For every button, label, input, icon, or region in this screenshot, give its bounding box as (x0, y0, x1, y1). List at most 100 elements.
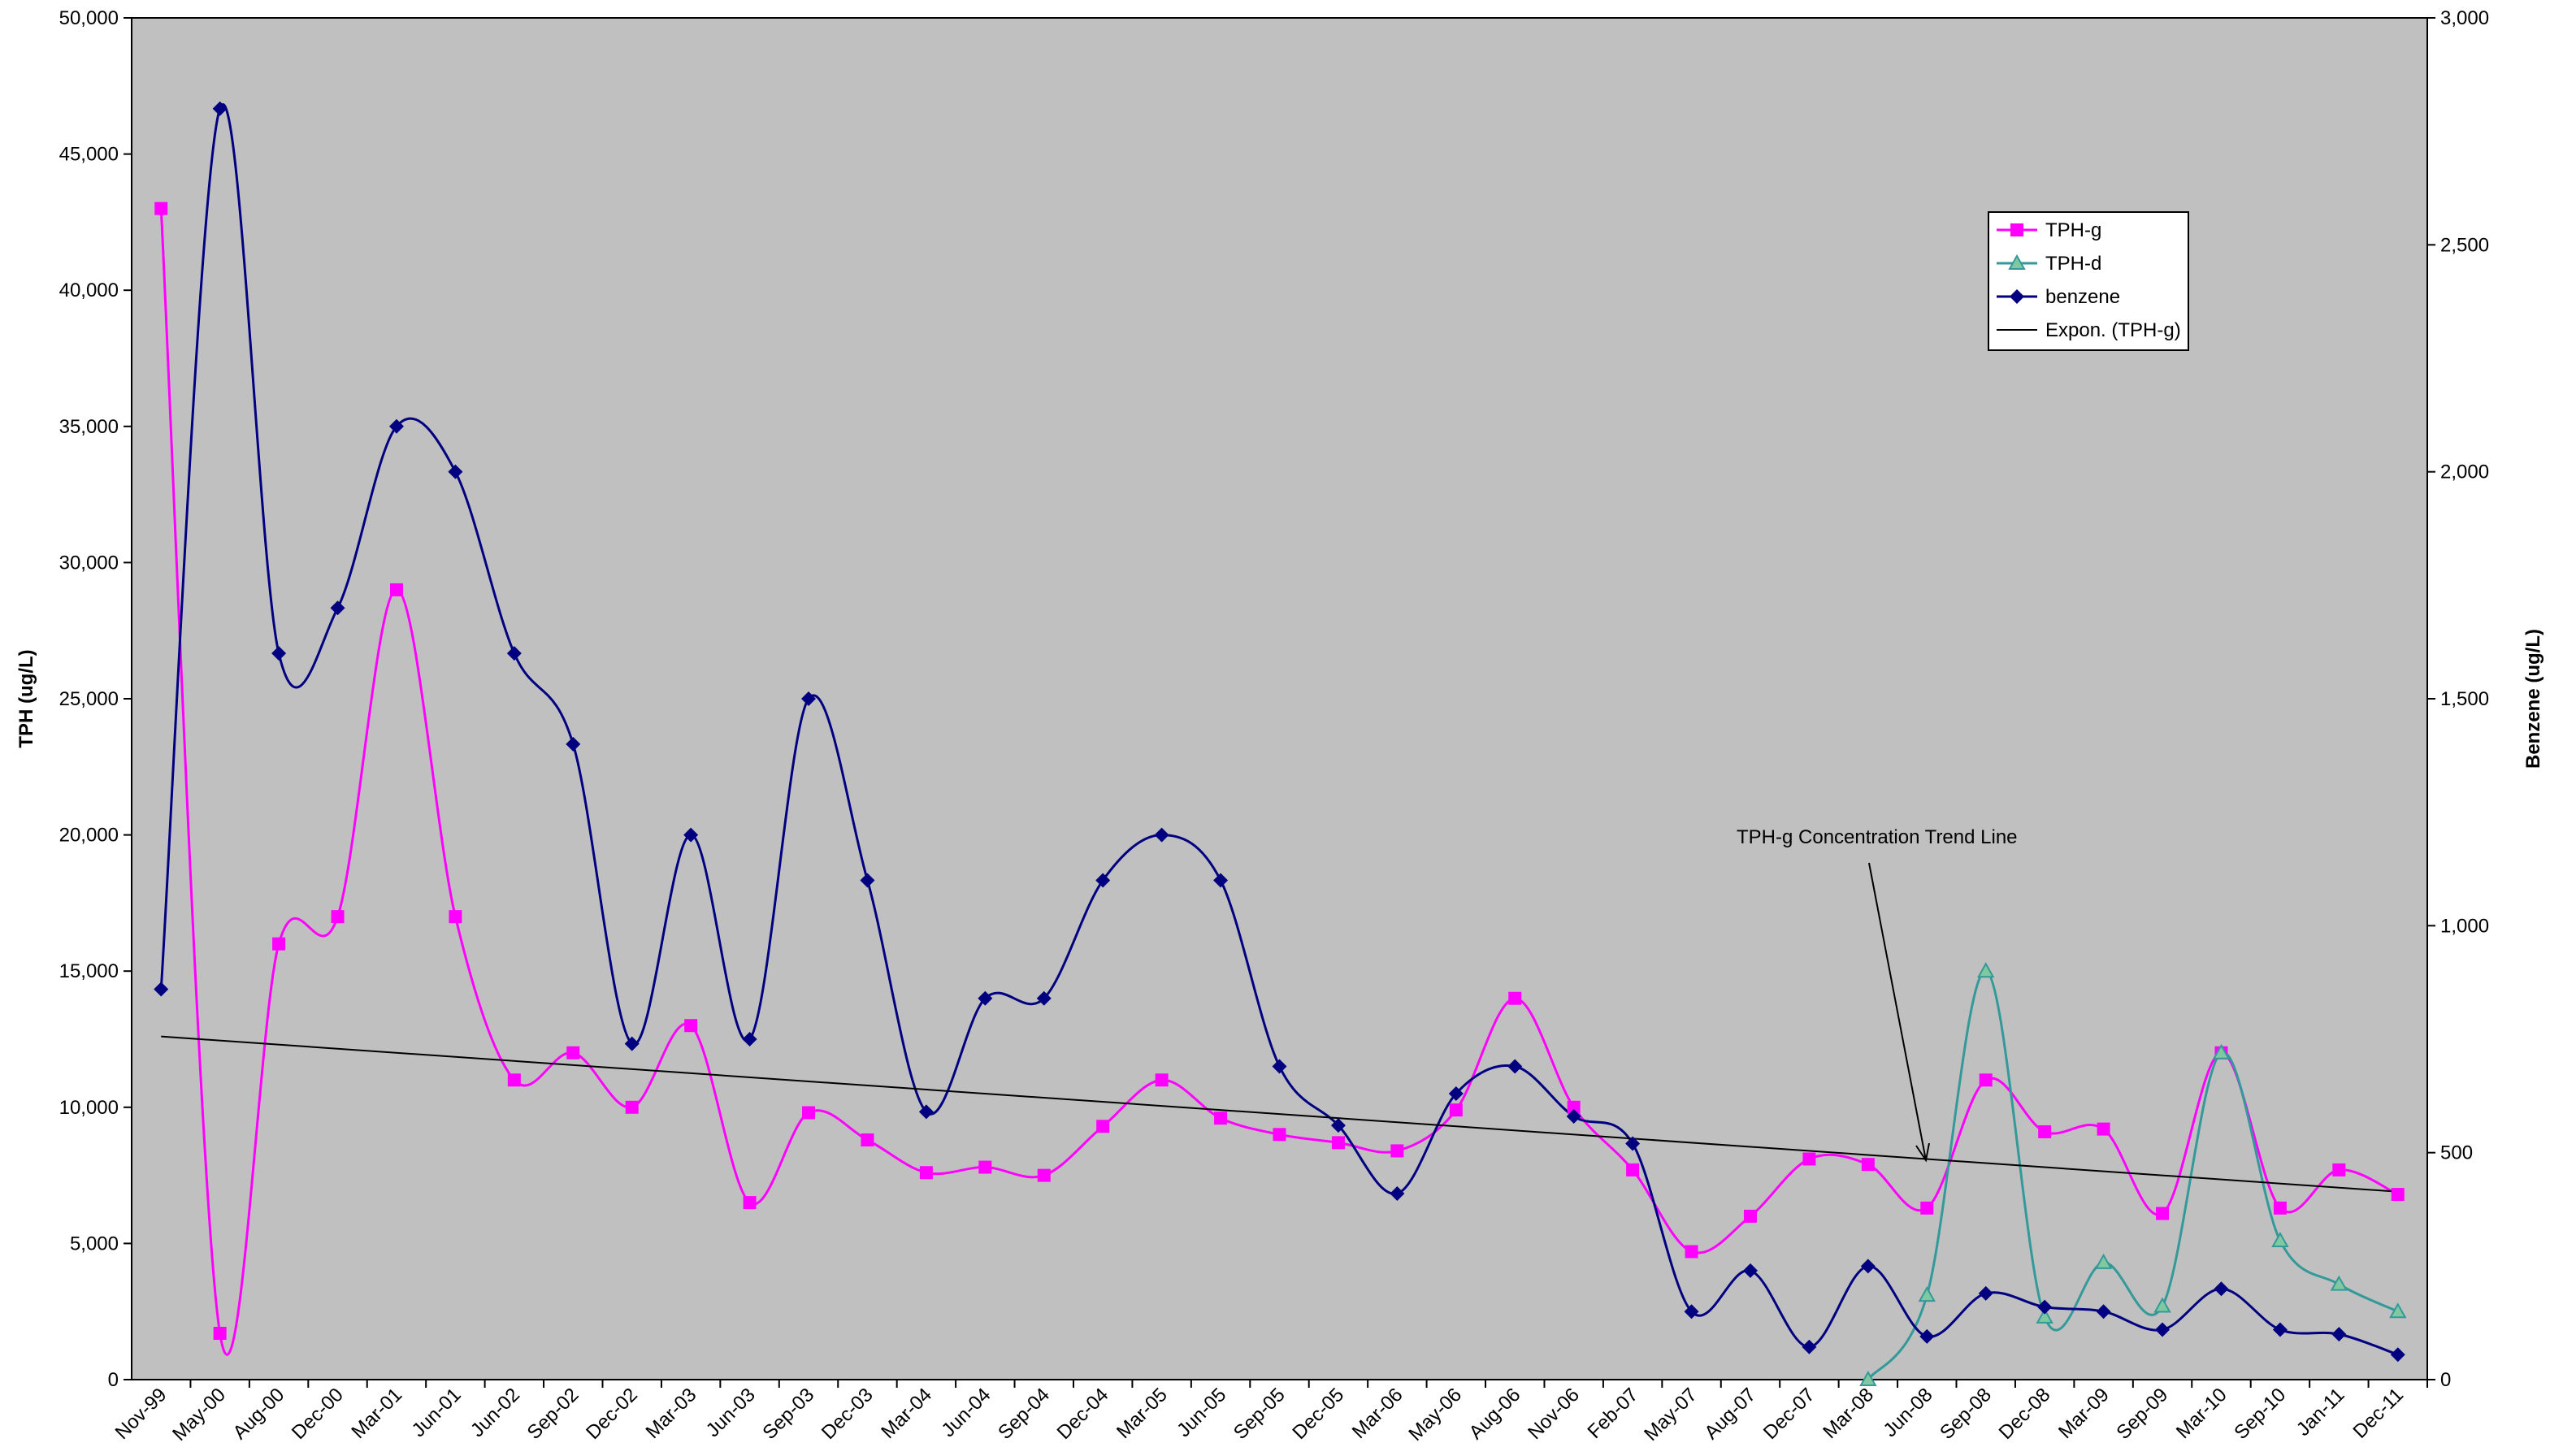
marker (2097, 1122, 2110, 1136)
marker (801, 691, 817, 706)
x-tick-label: Jun-01 (408, 1384, 466, 1441)
x-tick-label: Jun-02 (466, 1384, 524, 1441)
marker (566, 1046, 580, 1060)
y2-tick-label: 1,500 (2440, 688, 2489, 710)
marker (1742, 1263, 1758, 1278)
x-tick-label: Jun-03 (702, 1384, 760, 1441)
x-tick-label: Aug-06 (1465, 1384, 1525, 1444)
marker (2094, 1253, 2113, 1269)
series-line (159, 208, 2399, 1356)
marker (1036, 990, 1052, 1006)
marker (1096, 1120, 1110, 1133)
marker (918, 1104, 934, 1120)
x-tick-label: Sep-04 (994, 1384, 1054, 1444)
marker (507, 1073, 521, 1087)
marker (1508, 991, 1522, 1005)
marker (1037, 1168, 1051, 1182)
y-axis-title: TPH (ug/L) (15, 649, 37, 748)
x-tick-label: Feb-07 (1583, 1384, 1642, 1443)
legend-label: TPH-g (2045, 219, 2101, 241)
marker (1626, 1163, 1640, 1176)
marker (1860, 1259, 1876, 1274)
x-tick-label: Sep-02 (523, 1384, 583, 1444)
legend-label: Expon. (TPH-g) (2045, 319, 2181, 341)
marker (2214, 1281, 2229, 1297)
marker (154, 982, 169, 997)
marker (212, 101, 228, 116)
annotation: TPH-g Concentration Trend Line (1737, 826, 2018, 848)
x-tick-label: Dec-05 (1288, 1384, 1348, 1444)
y-tick-label: 25,000 (59, 688, 119, 710)
marker (506, 646, 522, 661)
y2-tick-label: 0 (2440, 1369, 2451, 1391)
marker (1978, 1285, 1993, 1301)
x-tick-label: Aug-07 (1700, 1384, 1760, 1444)
marker (625, 1100, 639, 1114)
marker (1567, 1100, 1581, 1114)
marker (684, 1019, 698, 1033)
x-tick-label: Sep-03 (758, 1384, 818, 1444)
marker (2156, 1207, 2170, 1220)
marker (1859, 1370, 1877, 1386)
marker (1979, 1073, 1993, 1087)
x-tick-label: Mar-01 (347, 1384, 406, 1443)
marker (2008, 254, 2026, 270)
marker (1977, 962, 1995, 978)
marker (1154, 827, 1169, 843)
marker (1918, 1286, 1936, 1302)
y-tick-label: 35,000 (59, 416, 119, 438)
x-tick-label: May-00 (168, 1384, 230, 1445)
marker (1330, 1118, 1346, 1133)
marker (213, 1327, 227, 1341)
y2-tick-label: 500 (2440, 1142, 2473, 1164)
marker (2331, 1327, 2347, 1342)
marker (1566, 1108, 1581, 1124)
annotation-arrow (1868, 862, 1927, 1161)
marker (1919, 1328, 1935, 1344)
x-tick-label: Nov-99 (111, 1384, 171, 1444)
marker (1685, 1245, 1698, 1259)
marker (2391, 1188, 2405, 1202)
marker (1272, 1059, 1287, 1074)
marker (331, 910, 345, 924)
marker (2330, 1275, 2348, 1291)
marker (2389, 1302, 2407, 1319)
y2-tick-label: 2,500 (2440, 234, 2489, 256)
marker (1743, 1209, 1757, 1223)
marker (1802, 1339, 1817, 1354)
marker (1684, 1304, 1699, 1320)
x-tick-label: Mar-08 (1819, 1384, 1878, 1443)
x-tick-label: Jun-08 (1880, 1384, 1937, 1441)
marker (154, 202, 168, 215)
y2-tick-label: 3,000 (2440, 7, 2489, 29)
marker (802, 1106, 816, 1120)
marker (1802, 1152, 1816, 1166)
marker (978, 1160, 992, 1174)
marker (2096, 1304, 2111, 1320)
x-tick-label: Sep-08 (1936, 1384, 1996, 1444)
y-tick-label: 40,000 (59, 280, 119, 301)
marker (566, 736, 581, 752)
marker (1390, 1144, 1404, 1158)
marker (1155, 1073, 1169, 1087)
marker (2038, 1124, 2052, 1138)
x-tick-label: Mar-03 (642, 1384, 701, 1443)
marker (1273, 1128, 1286, 1142)
marker (1861, 1158, 1875, 1172)
x-tick-label: Jun-05 (1173, 1384, 1230, 1441)
y-tick-label: 45,000 (59, 144, 119, 166)
annotation-arrowhead (1915, 1142, 1930, 1163)
x-tick-label: Nov-06 (1524, 1384, 1584, 1444)
marker (683, 827, 699, 843)
marker (978, 990, 993, 1006)
marker (272, 937, 286, 951)
marker (2036, 1307, 2053, 1324)
marker (919, 1166, 933, 1180)
marker (1920, 1201, 1934, 1215)
y2-axis-title: Benzene (ug/L) (2522, 629, 2544, 769)
y-tick-label: 10,000 (59, 1097, 119, 1119)
marker (271, 646, 287, 661)
marker (742, 1032, 757, 1046)
y-tick-label: 5,000 (70, 1233, 119, 1254)
y2-tick-label: 2,000 (2440, 462, 2489, 483)
